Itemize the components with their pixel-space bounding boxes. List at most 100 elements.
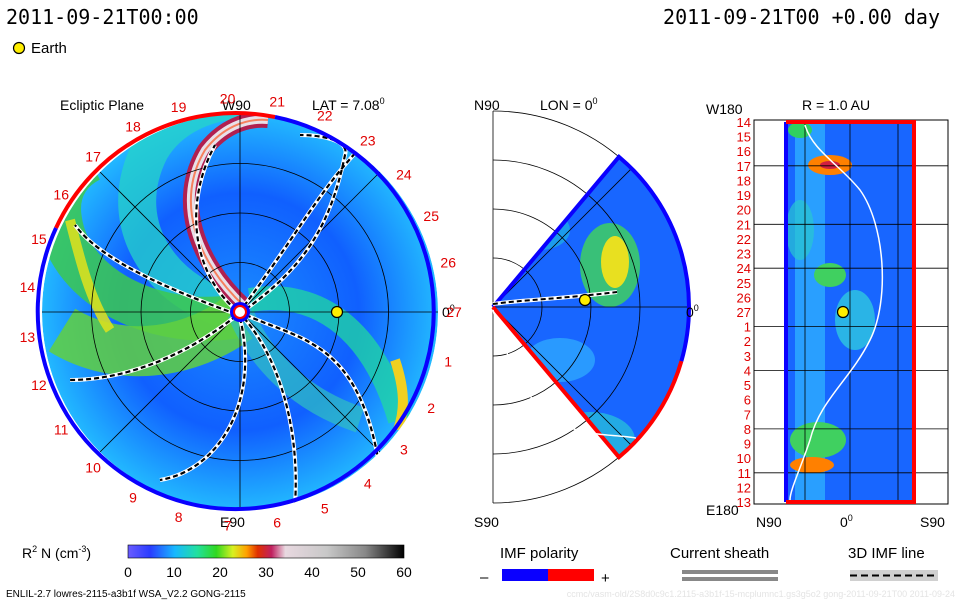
sphere-current-sheath: [789, 124, 884, 501]
sphere-title: R = 1.0 AU: [802, 97, 870, 113]
footer-run-info: ccmc/vasm-old/2S8d0c9c1.2115-a3b1f-15-mc…: [567, 589, 955, 599]
clock-label-15: 15: [31, 231, 47, 247]
sphere-y-label-2: 2: [744, 334, 751, 349]
imf-polarity-title: IMF polarity: [500, 545, 579, 562]
sphere-y-label-7: 7: [744, 407, 751, 422]
sphere-x-label-north: N90: [756, 514, 782, 530]
imf-positive-swatch: [548, 569, 594, 581]
sphere-top-left-label: W180: [706, 101, 743, 117]
ecliptic-right-label: 00: [442, 303, 455, 320]
earth-legend-icon: [12, 41, 26, 55]
clock-label-25: 25: [423, 208, 439, 224]
imf-minus-label: –: [480, 569, 489, 586]
sphere-y-label-14: 14: [737, 115, 751, 130]
clock-label-12: 12: [31, 377, 47, 393]
clock-label-24: 24: [396, 166, 412, 182]
sphere-y-label-12: 12: [737, 480, 751, 495]
current-sheath-swatch: [682, 570, 778, 574]
time-left: 2011-09-21T00:00: [6, 5, 199, 29]
sphere-y-label-6: 6: [744, 393, 751, 408]
sphere-y-label-19: 19: [737, 188, 751, 203]
current-sheath-legend: Current sheath: [670, 545, 778, 581]
clock-label-19: 19: [171, 99, 187, 115]
imf-negative-swatch: [502, 569, 548, 581]
sphere-y-label-13: 13: [737, 495, 751, 510]
clock-label-22: 22: [317, 108, 333, 124]
clock-label-5: 5: [321, 501, 329, 517]
time-right: 2011-09-21T00 +0.00 day: [663, 5, 940, 29]
colorbar-tick-30: 30: [258, 564, 274, 580]
ecliptic-lat-label: LAT = 7.080: [312, 96, 385, 113]
clock-label-20: 20: [220, 90, 236, 106]
sphere-x-label-equator: 00: [840, 513, 853, 530]
earth-marker-ecliptic: [330, 305, 344, 319]
sphere-y-label-26: 26: [737, 290, 751, 305]
clock-label-26: 26: [440, 255, 456, 271]
meridional-panel: N90 LON = 00 S90 00: [474, 96, 699, 530]
meridional-title: LON = 00: [540, 96, 598, 113]
sphere-y-label-27: 27: [737, 305, 751, 320]
current-sheath-title: Current sheath: [670, 545, 769, 562]
sphere-y-label-11: 11: [738, 466, 752, 481]
imf-polarity-legend: IMF polarity – +: [480, 545, 610, 587]
sphere-panel: R = 1.0 AU W180 E180 1415161718192021222…: [706, 97, 949, 530]
sphere-y-label-21: 21: [737, 217, 751, 232]
meridional-bottom-label: S90: [474, 514, 499, 530]
sphere-y-label-3: 3: [744, 349, 751, 364]
earth-marker-meridional: [578, 293, 592, 307]
ecliptic-title: Ecliptic Plane: [60, 97, 144, 113]
meridional-current-sheath: [492, 309, 637, 439]
colorbar-tick-20: 20: [212, 564, 228, 580]
clock-label-17: 17: [85, 148, 101, 164]
sphere-y-label-23: 23: [737, 247, 751, 262]
meridional-rim-positive: [491, 305, 684, 460]
clock-label-4: 4: [364, 476, 372, 492]
clock-label-11: 11: [54, 422, 69, 438]
colorbar-tick-40: 40: [304, 564, 320, 580]
colorbar: R2 N (cm-3) 0 10 20 30 40 50 60: [22, 544, 412, 580]
clock-label-13: 13: [20, 329, 36, 345]
sphere-y-labels: 1415161718192021222324252627123456789101…: [737, 115, 751, 510]
sphere-y-label-25: 25: [737, 276, 751, 291]
ecliptic-top-label: W90: [222, 97, 251, 113]
earth-marker-sphere: [836, 305, 850, 319]
clock-label-10: 10: [85, 460, 101, 476]
imf-plus-label: +: [601, 570, 610, 587]
clock-label-6: 6: [273, 515, 281, 531]
sphere-y-label-8: 8: [744, 422, 751, 437]
clock-label-1: 1: [444, 353, 452, 369]
meridional-rim-negative: [491, 154, 691, 362]
clock-label-8: 8: [175, 509, 183, 525]
clock-label-2: 2: [427, 400, 435, 416]
clock-label-23: 23: [360, 132, 376, 148]
sphere-y-label-5: 5: [744, 378, 751, 393]
sphere-y-label-1: 1: [744, 320, 751, 335]
colorbar-tick-50: 50: [350, 564, 366, 580]
meridional-imf-line: [492, 291, 618, 305]
sphere-y-label-9: 9: [744, 437, 751, 452]
ecliptic-bottom-label: E90: [220, 514, 245, 530]
colorbar-tick-10: 10: [166, 564, 182, 580]
clock-label-21: 21: [269, 93, 285, 109]
clock-label-14: 14: [20, 279, 36, 295]
earth-legend-label: Earth: [31, 40, 67, 57]
colorbar-gradient: [127, 544, 405, 559]
footer-model-info: ENLIL-2.7 lowres-2115-a3b1f WSA_V2.2 GON…: [6, 589, 246, 600]
clock-label-9: 9: [129, 489, 137, 505]
meridional-right-label: 00: [686, 303, 699, 320]
sphere-rim-positive: [786, 120, 916, 504]
sphere-y-label-10: 10: [737, 451, 751, 466]
sphere-y-label-18: 18: [737, 174, 751, 189]
sphere-y-label-17: 17: [737, 159, 751, 174]
sphere-y-label-24: 24: [737, 261, 751, 276]
clock-label-7: 7: [224, 518, 232, 534]
colorbar-label: R2 N (cm-3): [22, 544, 91, 561]
clock-label-27: 27: [446, 304, 462, 320]
imf-line-legend: 3D IMF line: [848, 545, 938, 581]
ecliptic-rim-positive: [54, 111, 276, 229]
sphere-x-label-south: S90: [920, 514, 945, 530]
imf-line-title: 3D IMF line: [848, 545, 925, 562]
sphere-y-label-22: 22: [737, 232, 751, 247]
